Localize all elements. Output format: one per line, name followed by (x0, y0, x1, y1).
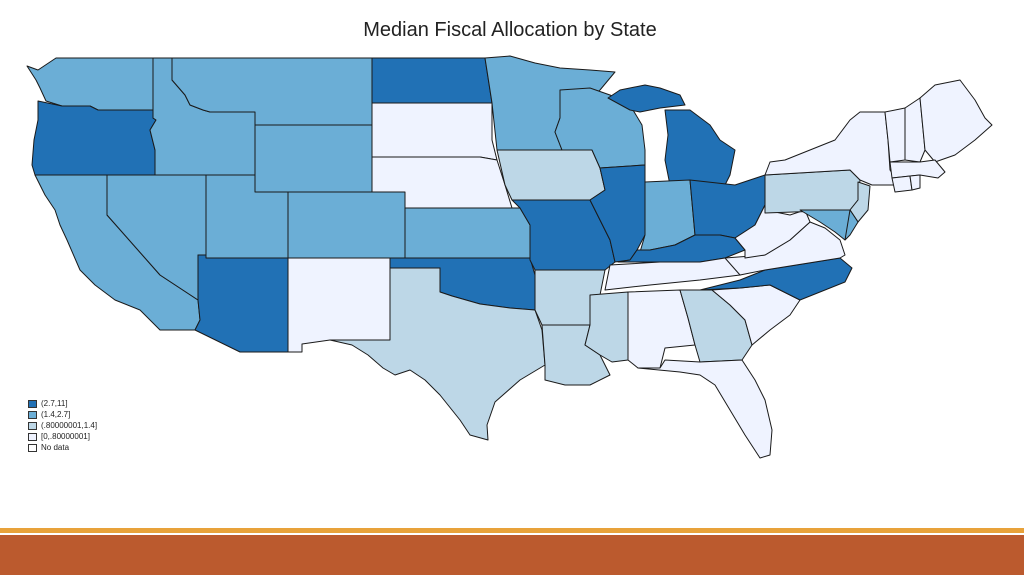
legend-swatch (28, 432, 37, 441)
footer-bar (0, 535, 1024, 575)
state-new-hampshire (904, 97, 926, 163)
map-legend: (2.7,11] (1.4,2.7] (.80000001,1.4] [0,.8… (28, 398, 97, 453)
state-rhode-island (909, 174, 921, 191)
legend-label: No data (41, 443, 70, 452)
legend-item-c4: (2.7,11] (28, 398, 97, 409)
state-kansas (404, 207, 531, 261)
state-texas (329, 267, 546, 441)
legend-swatch (28, 421, 37, 430)
state-north-dakota (371, 57, 493, 104)
state-north-carolina (699, 257, 853, 301)
legend-item-none: No data (28, 442, 97, 453)
legend-swatch (28, 399, 37, 408)
state-florida (637, 359, 773, 459)
state-maine (919, 79, 993, 163)
state-new-york (764, 111, 901, 186)
us-choropleth-map (26, 55, 993, 459)
state-iowa (496, 149, 606, 201)
legend-label: (2.7,11] (41, 399, 68, 408)
legend-swatch (28, 443, 37, 452)
legend-label: (.80000001,1.4] (41, 421, 98, 430)
footer-accent-line (0, 528, 1024, 533)
state-south-dakota (371, 102, 498, 161)
state-wyoming (254, 124, 373, 193)
state-arizona (194, 254, 289, 353)
state-oregon (31, 100, 157, 176)
legend-item-c1: [0,.80000001] (28, 431, 97, 442)
state-michigan-lower (664, 109, 736, 186)
state-new-mexico (287, 257, 391, 353)
state-west-virginia (734, 204, 811, 259)
state-vermont (884, 107, 906, 163)
state-colorado (287, 191, 406, 259)
legend-swatch (28, 410, 37, 419)
map-title: Median Fiscal Allocation by State (363, 19, 657, 41)
state-connecticut (891, 175, 913, 193)
legend-item-c3: (1.4,2.7] (28, 409, 97, 420)
legend-label: [0,.80000001] (41, 432, 90, 441)
legend-item-c2: (.80000001,1.4] (28, 420, 97, 431)
state-delaware (844, 209, 859, 241)
state-pennsylvania (764, 169, 861, 214)
legend-label: (1.4,2.7] (41, 410, 71, 419)
state-michigan-upper (607, 84, 686, 113)
